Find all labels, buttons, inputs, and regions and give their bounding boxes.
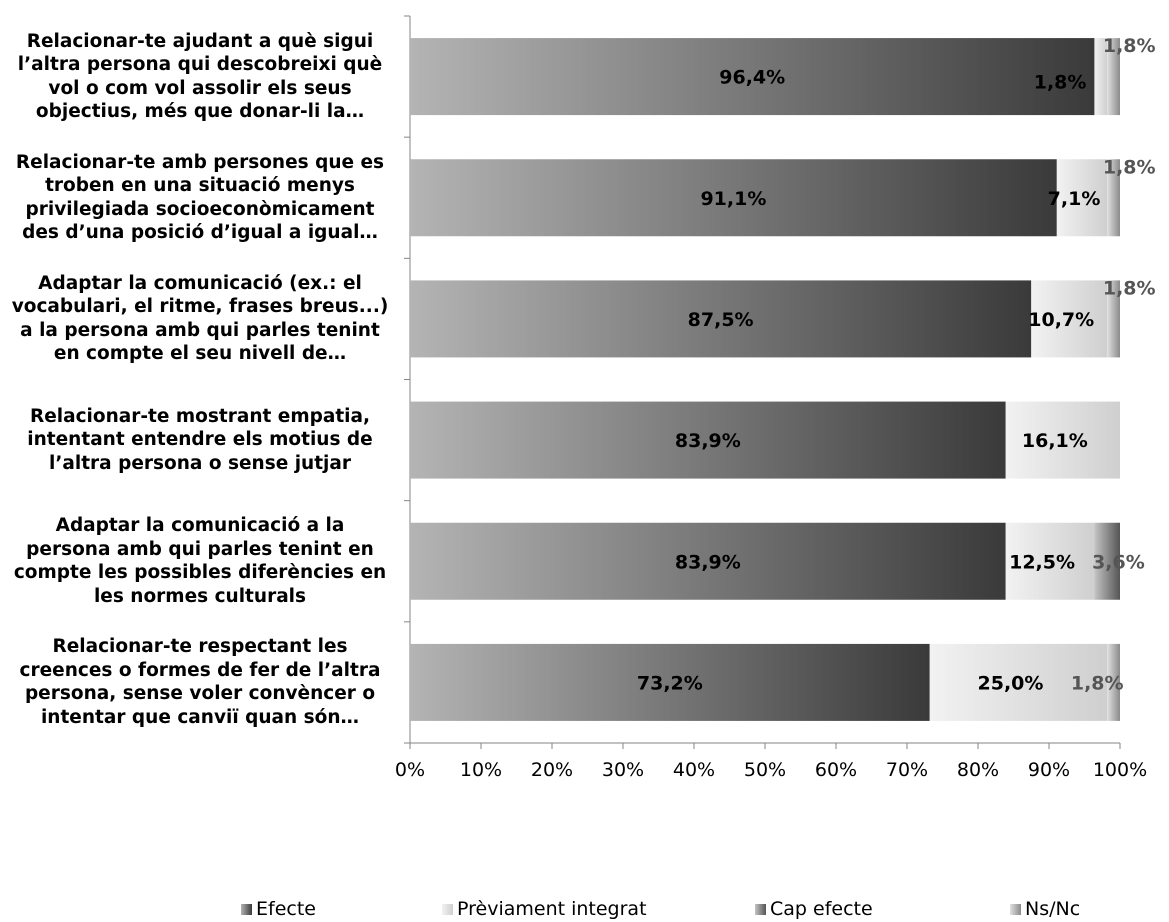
bar-segment <box>1056 159 1108 237</box>
data-label: 16,1% <box>1022 430 1088 452</box>
x-tick-label: 10% <box>460 759 502 781</box>
category-label: Relacionar-te amb persones que es troben … <box>6 151 394 245</box>
bar-segment <box>410 159 1057 237</box>
x-tick-label: 50% <box>744 759 786 781</box>
legend-swatch <box>241 903 252 915</box>
legend-label: Efecte <box>256 898 316 920</box>
legend-swatch <box>442 903 453 915</box>
bar-segment <box>1031 280 1108 358</box>
bar-segment <box>1005 401 1120 479</box>
legend-label: Ns/Nc <box>1025 898 1081 920</box>
category-label-line: l’altra persona o sense jutjar <box>49 452 351 474</box>
legend-item: Cap efecte <box>755 898 873 920</box>
category-label-line: Relacionar-te mostrant empatia, <box>29 405 371 427</box>
category-label-line: persona, sense voler convèncer o <box>24 683 376 705</box>
category-label: Relacionar-te ajudant a què sigui l’altra… <box>6 30 394 124</box>
category-label-line: objectius, més que donar-li la… <box>35 101 365 123</box>
bar-segment <box>929 643 1108 721</box>
category-label-line: compte les possibles diferències en <box>13 562 387 584</box>
category-label-line: persona amb qui parles tenint en <box>26 538 374 560</box>
category-label-line: creences o formes de fer de l’altra <box>19 659 381 681</box>
category-label-line: des d’una posició d’igual a igual… <box>22 222 378 244</box>
category-label-line: Relacionar-te amb persones que es <box>15 151 385 173</box>
category-label-line: troben en una situació menys <box>45 175 355 197</box>
category-label-line: l’altra persona qui descobreixi què <box>17 54 383 76</box>
bar-segment <box>410 280 1032 358</box>
data-label: 1,8% <box>1071 672 1124 694</box>
bar-segment <box>1107 38 1120 116</box>
bar-segment <box>1107 643 1120 721</box>
x-tick-label: 70% <box>886 759 928 781</box>
data-label: 96,4% <box>719 67 785 89</box>
category-label-line: Adaptar la comunicació a la <box>55 515 345 537</box>
x-tick-label: 20% <box>531 759 573 781</box>
data-label: 10,7% <box>1028 309 1094 331</box>
legend-item: Efecte <box>241 898 316 920</box>
category-label-line: en compte el seu nivell de… <box>53 343 347 365</box>
category-label-line: les normes culturals <box>93 585 307 607</box>
category-label-line: privilegiada socioeconòmicament <box>25 198 375 220</box>
bar-segment <box>410 401 1006 479</box>
data-label: 1,8% <box>1034 72 1087 94</box>
bar-segment <box>1005 522 1095 600</box>
x-tick-label: 60% <box>815 759 857 781</box>
bar-segment <box>1107 159 1120 237</box>
data-label: 83,9% <box>675 551 741 573</box>
x-tick-label: 80% <box>957 759 999 781</box>
category-label-line: intentant entendre els motius de <box>27 429 373 451</box>
legend-label: Prèviament integrat <box>457 898 647 920</box>
category-label-line: a la persona amb qui parles tenint <box>20 319 380 341</box>
data-label: 1,8% <box>1103 156 1156 178</box>
category-label: Adaptar la comunicació a la persona amb q… <box>6 514 394 608</box>
legend-swatch <box>1010 903 1021 915</box>
x-tick-label: 90% <box>1028 759 1070 781</box>
bar-segment <box>410 522 1006 600</box>
data-label: 12,5% <box>1009 551 1075 573</box>
data-label: 1,8% <box>1103 277 1156 299</box>
x-tick-label: 0% <box>395 759 425 781</box>
data-label: 1,8% <box>1103 35 1156 57</box>
bar-segment <box>1094 38 1108 116</box>
category-label-line: Relacionar-te respectant les <box>52 636 348 658</box>
data-label: 91,1% <box>700 188 766 210</box>
category-label-line: Relacionar-te ajudant a què sigui <box>26 30 374 52</box>
x-tick-label: 40% <box>673 759 715 781</box>
category-label-line: intentar que canviï quan són… <box>40 706 360 728</box>
data-label: 3,6% <box>1092 551 1145 573</box>
data-label: 73,2% <box>637 672 703 694</box>
x-tick-label: 100% <box>1093 759 1147 781</box>
legend: Efecte Prèviament integrat Cap efecte Ns… <box>0 898 1169 922</box>
bar-segment <box>1094 522 1120 600</box>
bar-segment <box>1107 280 1120 358</box>
bar-segment <box>410 38 1095 116</box>
data-label: 25,0% <box>978 672 1044 694</box>
legend-label: Cap efecte <box>770 898 873 920</box>
category-label: Adaptar la comunicació (ex.: el vocabular… <box>6 272 394 366</box>
category-label-line: vol o com vol assolir els seus <box>48 77 352 99</box>
category-label: Relacionar-te mostrant empatia, intentant… <box>6 405 394 476</box>
data-label: 87,5% <box>688 309 754 331</box>
category-label-line: Adaptar la comunicació (ex.: el <box>38 272 362 294</box>
legend-item: Prèviament integrat <box>442 898 647 920</box>
bar-segment <box>410 643 930 721</box>
data-label: 83,9% <box>675 430 741 452</box>
legend-item: Ns/Nc <box>1010 898 1080 920</box>
legend-swatch <box>755 903 766 915</box>
data-label: 7,1% <box>1048 188 1101 210</box>
x-tick-label: 30% <box>602 759 644 781</box>
category-label-line: vocabulari, el ritme, frases breus...) <box>11 296 389 318</box>
category-label: Relacionar-te respectant les creences o f… <box>6 635 394 729</box>
